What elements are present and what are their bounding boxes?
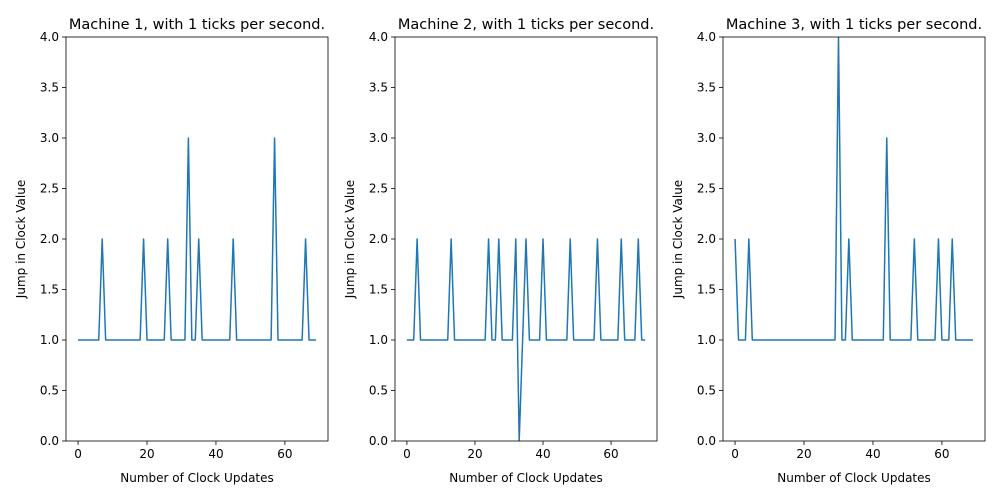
y-tick-label: 0.0	[369, 434, 388, 448]
x-tick-label: 20	[467, 447, 482, 461]
y-tick-label: 2.5	[369, 182, 388, 196]
x-tick-label: 20	[139, 447, 154, 461]
y-tick-label: 4.0	[369, 30, 388, 44]
y-tick-label: 4.0	[40, 30, 59, 44]
x-tick-label: 0	[731, 447, 739, 461]
y-tick-label: 1.5	[40, 283, 59, 297]
x-tick-label: 0	[403, 447, 411, 461]
chart-panel-3: 0 20 40 60 0.0 0.5 1.0 1.5 2.0 2.5 3.0 3.5 4.0 Number…	[671, 17, 986, 485]
y-tick-label: 2.0	[369, 232, 388, 246]
chart-title: Machine 1, with 1 ticks per second.	[69, 17, 325, 33]
chart-title: Machine 3, with 1 ticks per second.	[726, 17, 982, 33]
x-tick-label: 0	[74, 447, 82, 461]
x-tick-label: 20	[796, 447, 811, 461]
chart-panel-1: 0 20 40 60 0.0 0.5 1.0 1.5 2.0 2.5 3.0 3.5 4.0 Number…	[14, 17, 329, 485]
y-tick-label: 1.0	[40, 333, 59, 347]
x-tick-label: 40	[865, 447, 880, 461]
y-tick-label: 4.0	[697, 30, 716, 44]
y-tick-label: 3.5	[697, 81, 716, 95]
y-tick-label: 0.5	[369, 384, 388, 398]
y-axis-label: Jump in Clock Value	[671, 180, 685, 299]
y-tick-label: 0.0	[40, 434, 59, 448]
y-tick-label: 0.0	[697, 434, 716, 448]
y-axis-label: Jump in Clock Value	[14, 180, 28, 299]
y-tick-label: 2.0	[697, 232, 716, 246]
y-tick-label: 2.5	[40, 182, 59, 196]
chart-panel-2: 0 20 40 60 0.0 0.5 1.0 1.5 2.0 2.5 3.0 3.5 4.0 Number…	[343, 17, 658, 485]
y-tick-label: 1.0	[697, 333, 716, 347]
y-tick-label: 2.5	[697, 182, 716, 196]
x-tick-label: 60	[277, 447, 292, 461]
series-line	[78, 137, 316, 341]
x-axis-label: Number of Clock Updates	[777, 471, 931, 485]
y-tick-label: 3.5	[369, 81, 388, 95]
y-tick-label: 2.0	[40, 232, 59, 246]
y-tick-label: 1.5	[369, 283, 388, 297]
chart-title: Machine 2, with 1 ticks per second.	[398, 17, 654, 33]
x-tick-label: 60	[934, 447, 949, 461]
y-tick-label: 3.0	[40, 131, 59, 145]
x-axis-label: Number of Clock Updates	[120, 471, 274, 485]
x-axis-label: Number of Clock Updates	[449, 471, 603, 485]
y-tick-label: 3.0	[697, 131, 716, 145]
plot-area	[723, 37, 985, 441]
plot-area	[66, 37, 328, 441]
y-tick-label: 1.5	[697, 283, 716, 297]
y-tick-label: 1.0	[369, 333, 388, 347]
y-tick-label: 0.5	[40, 384, 59, 398]
y-tick-label: 3.5	[40, 81, 59, 95]
x-tick-label: 60	[603, 447, 618, 461]
series-line	[406, 238, 646, 441]
y-tick-label: 3.0	[369, 131, 388, 145]
series-line	[734, 37, 973, 341]
y-axis-label: Jump in Clock Value	[343, 180, 357, 299]
x-tick-label: 40	[535, 447, 550, 461]
y-tick-label: 0.5	[697, 384, 716, 398]
x-tick-label: 40	[208, 447, 223, 461]
